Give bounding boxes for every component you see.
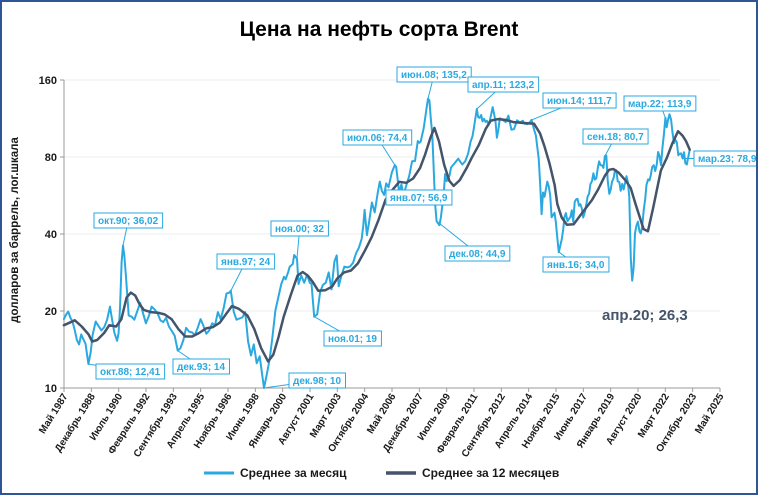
- annotation-box: [172, 358, 230, 375]
- annotation-callout: дек.08; 44,9: [436, 220, 511, 262]
- legend: Среднее за месяц Среднее за 12 месяцев: [204, 466, 559, 480]
- annotation-callout: дек.93; 14: [172, 350, 230, 375]
- annotation-callout: дек.98; 10: [263, 372, 346, 389]
- annotations: окт.88; 12,41 окт.90; 36,02 дек.93; 14 янв.…: [88, 66, 756, 389]
- annotation-callout: апр.11; 123,2: [467, 76, 540, 110]
- annotation-box: [93, 212, 164, 229]
- annotation-label: апр.11; 123,2: [472, 80, 535, 91]
- chart-title: Цена на нефть сорта Brent: [240, 18, 519, 41]
- annotation-box: [693, 150, 756, 167]
- annotation-callout: июл.06; 74,4: [342, 129, 413, 166]
- y-axis-title: долларов за баррель, лог.шкала: [9, 137, 21, 323]
- annotation-label: июн.08; 135,2: [401, 70, 467, 81]
- annotation-label: мар.23; 78,9: [698, 154, 756, 165]
- annotation-big-label: апр.20; 26,3: [602, 307, 688, 324]
- annotation-callout: сен.18; 80,7: [582, 128, 649, 157]
- annotation-label: окт.88; 12,41: [100, 367, 161, 378]
- annotation-label: сен.18; 80,7: [587, 132, 644, 143]
- y-axis-ticks: 10 20 40 80 160: [39, 75, 64, 395]
- y-tick-label: 40: [45, 229, 57, 241]
- annotation-callout: июн.08; 135,2: [396, 66, 472, 99]
- annotation-label: июл.06; 74,4: [347, 133, 408, 144]
- annotation-box: [623, 95, 697, 112]
- annotation-label: янв.07; 56,9: [390, 193, 448, 204]
- annotation-label: дек.98; 10: [293, 376, 341, 387]
- legend-label: Среднее за 12 месяцев: [422, 466, 559, 480]
- y-tick-label: 20: [45, 306, 57, 318]
- annotation-label: дек.93; 14: [177, 362, 225, 373]
- annotation-callout: янв.97; 24: [216, 253, 276, 291]
- annotation-label: окт.90; 36,02: [98, 216, 159, 227]
- annotation-box: [444, 245, 511, 262]
- annotation-label: мар.22; 113,9: [628, 99, 692, 110]
- annotation-label: ноя.00; 32: [275, 224, 324, 235]
- annotation-box: [542, 92, 617, 109]
- annotation-box: [385, 189, 453, 206]
- annotation-box: [467, 76, 540, 93]
- y-tick-label: 10: [45, 383, 57, 395]
- gridlines: [64, 79, 720, 389]
- annotation-label: дек.08; 44,9: [449, 249, 506, 260]
- annotation-label: янв.16; 34,0: [547, 260, 605, 271]
- annotation-callout: ноя.00; 32: [270, 220, 329, 259]
- annotation-label: ноя.01; 19: [328, 334, 377, 345]
- y-tick-label: 80: [45, 152, 57, 164]
- y-tick-label: 160: [39, 75, 57, 87]
- legend-label: Среднее за месяц: [240, 466, 347, 480]
- annotation-box: [270, 220, 329, 237]
- annotation-box: [342, 129, 413, 146]
- annotation-callout: янв.07; 56,9: [385, 189, 453, 206]
- annotation-box: [396, 66, 472, 83]
- annotation-box: [323, 330, 382, 347]
- annotation-callout: июн.14; 111,7: [531, 92, 617, 121]
- series-line-monthly: [62, 97, 691, 389]
- annotation-callout: янв.16; 34,0: [542, 251, 610, 273]
- annotation-callout: мар.23; 78,9: [682, 150, 756, 167]
- annotation-label: июн.14; 111,7: [547, 96, 612, 107]
- annotation-box: [95, 363, 166, 380]
- annotation-callout: окт.90; 36,02: [93, 212, 164, 246]
- annotation-box: [288, 372, 346, 389]
- series-line-12month: [62, 117, 691, 363]
- annotation-callout: мар.22; 113,9: [623, 95, 697, 118]
- annotation-box: [216, 253, 276, 270]
- annotation-callout: ноя.01; 19: [313, 316, 382, 347]
- annotation-callout: окт.88; 12,41: [88, 363, 166, 380]
- annotation-box: [542, 256, 610, 273]
- annotation-label: янв.97; 24: [221, 257, 271, 268]
- annotation-box: [582, 128, 649, 145]
